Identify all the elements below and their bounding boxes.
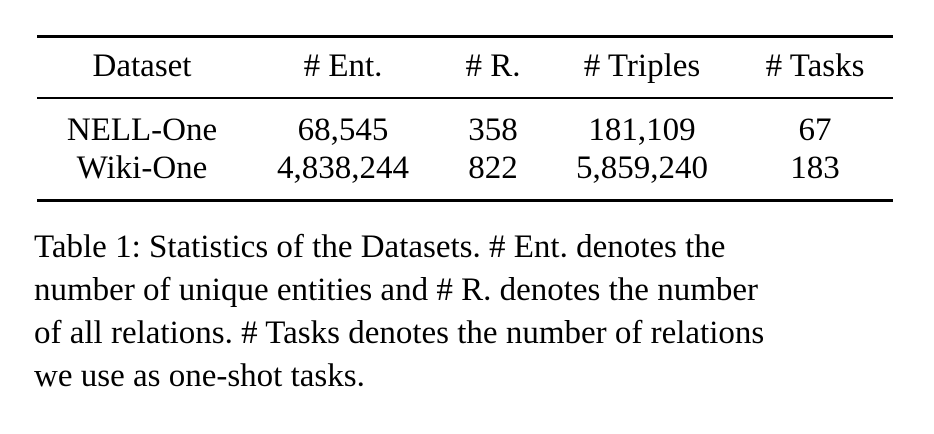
caption-line: we use as one-shot tasks. [34,358,365,394]
header-triples: # Triples [583,48,701,84]
cell-triples: 181,109 [588,112,696,148]
caption-line: Table 1: Statistics of the Datasets. # E… [34,229,726,265]
cell-entities: 4,838,244 [277,150,409,186]
caption-line: of all relations. # Tasks denotes the nu… [34,315,765,351]
cell-entities: 68,545 [297,112,389,148]
cell-tasks: 67 [798,112,832,148]
caption-line: number of unique entities and # R. denot… [34,272,759,308]
cell-triples: 5,859,240 [576,150,708,186]
cell-dataset: NELL-One [66,112,218,148]
table-caption: Table 1: Statistics of the Datasets. # E… [34,226,904,398]
header-tasks: # Tasks [765,48,865,84]
cell-dataset: Wiki-One [76,150,208,186]
header-entities: # Ent. [303,48,383,84]
table-header-rule [37,97,893,99]
cell-tasks: 183 [790,150,840,186]
table-bottom-rule [37,199,893,202]
table-top-rule [37,35,893,38]
header-relations: # R. [465,48,521,84]
cell-relations: 358 [468,112,518,148]
header-dataset: Dataset [92,48,192,84]
cell-relations: 822 [468,150,518,186]
